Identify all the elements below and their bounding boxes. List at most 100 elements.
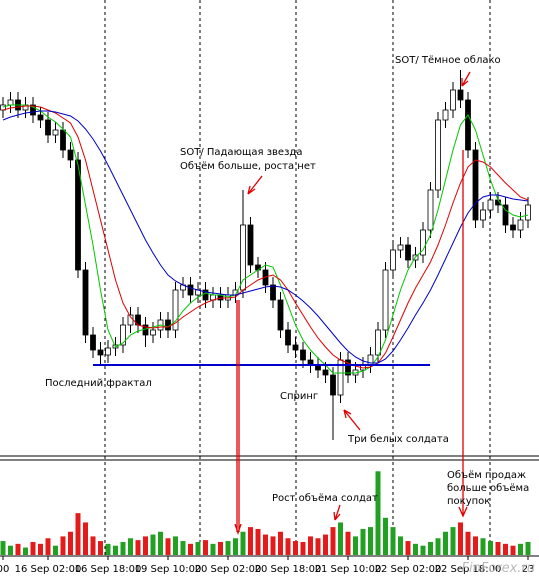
candle-body <box>435 119 441 191</box>
volume-bar <box>330 527 336 555</box>
volume-bar <box>0 541 6 555</box>
volume-bar <box>398 536 403 555</box>
candle-body <box>202 289 209 301</box>
volume-bar <box>293 541 298 555</box>
volume-bar <box>465 531 471 555</box>
volume-bar <box>315 538 321 555</box>
volume-bar <box>105 543 111 555</box>
x-tick-label: 23 <box>522 564 535 575</box>
volume-bar <box>120 541 126 555</box>
volume-bar <box>413 543 418 555</box>
volume-bar <box>480 538 486 555</box>
volume-bar <box>450 527 456 555</box>
arrow <box>458 150 468 518</box>
volume-bar <box>270 536 276 555</box>
candle-body <box>150 329 156 336</box>
volume-bar <box>195 541 201 555</box>
annotation: Спринг <box>280 391 318 402</box>
volume-bar <box>98 541 103 555</box>
arrow <box>333 504 341 521</box>
volume-bar <box>285 538 291 555</box>
volume-bar <box>353 536 358 555</box>
volume-bar <box>30 541 36 555</box>
annotation: SOT/ Тёмное облако <box>395 55 501 66</box>
x-tick-label: 21 Sep 10:00 <box>315 564 382 575</box>
volume-bar <box>390 527 396 555</box>
volume-bar <box>458 522 463 555</box>
volume-bar <box>158 531 163 555</box>
volume-bar <box>525 541 531 555</box>
volume-bar <box>473 536 478 555</box>
volume-bar <box>225 541 231 555</box>
volume-bar <box>510 545 516 555</box>
candle-body <box>510 224 516 231</box>
volume-bar <box>38 543 43 555</box>
volume-bar <box>210 543 216 555</box>
volume-bar <box>323 534 328 555</box>
x-tick-label: 20 Sep 02:00 <box>195 564 262 575</box>
volume-bar <box>45 538 51 555</box>
volume-bar <box>300 541 306 555</box>
candle-body <box>375 329 381 356</box>
volume-bar <box>368 527 373 555</box>
volume-bar <box>420 545 426 555</box>
candle-body <box>120 324 126 346</box>
candle-body <box>82 269 89 336</box>
x-tick-label: 00 <box>0 564 9 575</box>
volume-bar <box>8 545 13 555</box>
moving-average <box>2 105 529 369</box>
watermark: FinForex.ru <box>461 561 535 576</box>
arrow <box>461 71 471 87</box>
candle-body <box>457 89 464 101</box>
candle-body <box>75 159 81 271</box>
candle-body <box>270 284 276 301</box>
candle-body <box>502 204 509 226</box>
x-tick-label: 22 Sep 02:00 <box>375 564 442 575</box>
volume-bar <box>180 541 186 555</box>
candle-body <box>37 114 44 121</box>
volume-bar <box>518 543 523 555</box>
candle-body <box>480 209 486 221</box>
volume-bar <box>248 527 253 555</box>
candle-body <box>472 149 479 221</box>
x-tick-label: 16 Sep 18:00 <box>75 564 142 575</box>
volume-bar <box>233 538 238 555</box>
candle-body <box>345 359 351 376</box>
candle-body <box>247 224 254 266</box>
volume-bar <box>23 547 28 555</box>
candle-body <box>172 289 179 331</box>
candle-body <box>465 99 471 151</box>
volume-bar <box>338 522 343 555</box>
candle-body <box>330 374 336 396</box>
annotation: больше объёма <box>447 483 529 494</box>
candle-body <box>45 119 51 136</box>
volume-bar <box>113 545 118 555</box>
volume-bar <box>165 538 171 555</box>
candle-body <box>525 204 531 221</box>
x-tick-label: 19 Sep 10:00 <box>135 564 202 575</box>
volume-bar <box>143 536 148 555</box>
candle-body <box>30 104 36 116</box>
candle-body <box>60 129 66 151</box>
volume-bar <box>90 536 96 555</box>
candle-body <box>427 189 434 231</box>
candle-body <box>517 219 524 231</box>
volume-bar <box>495 541 501 555</box>
candle-body <box>90 334 96 351</box>
volume-bar <box>488 541 493 555</box>
candle-body <box>277 299 284 331</box>
candle-body <box>67 149 74 161</box>
volume-bar <box>128 538 133 555</box>
volume-bar <box>435 538 441 555</box>
annotation: Объём больше, роста нет <box>180 161 316 172</box>
volume-bar <box>278 531 283 555</box>
candle-body <box>420 229 426 256</box>
candle-body <box>390 249 396 271</box>
volume-bar <box>263 534 268 555</box>
volume-bar <box>443 531 448 555</box>
volume-bar <box>308 536 313 555</box>
candle-body <box>52 129 59 136</box>
